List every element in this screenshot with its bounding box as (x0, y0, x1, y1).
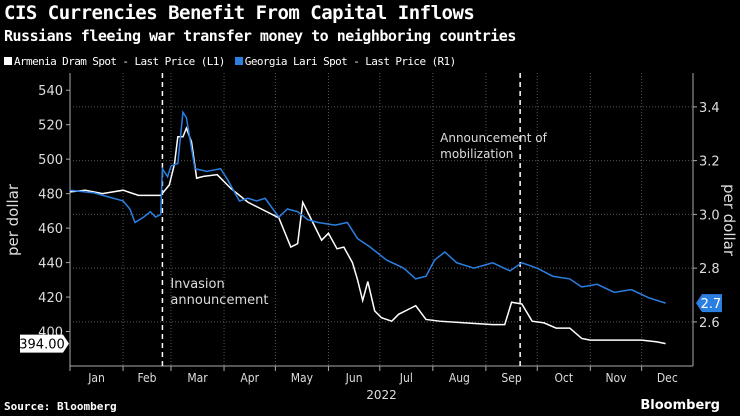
legend-label: Armenia Dram Spot - Last Price (L1) (14, 55, 225, 68)
x-tick-label: Apr (240, 371, 259, 385)
last-value-badge-left (20, 334, 69, 353)
y-tick-label-right: 2.8 (699, 262, 720, 277)
x-tick-label: Dec (657, 371, 678, 385)
y-axis-label-left: per dollar (4, 183, 22, 256)
y-tick-label-left: 440 (38, 257, 63, 272)
last-value-label-right: 2.7 (701, 297, 722, 312)
x-tick-label: Mar (187, 371, 208, 385)
legend-item-georgia: Georgia Lari Spot - Last Price (R1) (234, 55, 456, 68)
x-tick-label: Jun (345, 371, 363, 385)
y-tick-label-right: 3.2 (699, 155, 720, 170)
x-tick-label: Nov (605, 371, 627, 385)
annotation-text: Announcement of (440, 131, 547, 145)
y-tick-label-right: 3.4 (699, 101, 720, 116)
last-value-badge-right (696, 294, 722, 313)
bloomberg-logo: Bloomberg (640, 398, 720, 413)
y-tick-label-left: 420 (38, 291, 63, 306)
chart-subtitle: Russians fleeing war transfer money to n… (4, 27, 516, 45)
series-line-armenia (69, 126, 666, 345)
x-tick-label: Jan (87, 371, 105, 385)
legend-swatch (4, 57, 12, 65)
y-tick-label-left: 480 (38, 188, 63, 203)
x-tick-label: Sep (501, 371, 522, 385)
chart-title: CIS Currencies Benefit From Capital Infl… (4, 2, 475, 24)
annotation-text: mobilization (440, 147, 513, 161)
y-tick-label-left: 460 (38, 222, 63, 237)
y-tick-label-left: 520 (38, 119, 63, 134)
y-tick-label-left: 500 (38, 153, 63, 168)
x-tick-label: Oct (554, 371, 573, 385)
x-tick-label: Aug (449, 371, 470, 385)
legend-label: Georgia Lari Spot - Last Price (R1) (244, 55, 456, 68)
y-tick-label-left: 540 (38, 84, 63, 99)
y-tick-label-right: 3.0 (699, 208, 720, 223)
annotation-text: announcement (170, 293, 268, 308)
legend-item-armenia: Armenia Dram Spot - Last Price (L1) (4, 55, 225, 68)
x-axis-label: 2022 (366, 388, 397, 402)
y-tick-label-right: 2.6 (699, 316, 720, 331)
series-line-georgia (69, 110, 666, 304)
y-axis-label-right: per dollar (720, 184, 738, 257)
x-tick-label: Jul (399, 371, 413, 385)
legend-swatch (234, 57, 243, 65)
annotation-text: Invasion (170, 277, 224, 292)
x-tick-label: Feb (137, 371, 156, 385)
source-note: Source: Bloomberg (4, 400, 117, 413)
legend: Armenia Dram Spot - Last Price (L1) Geor… (4, 55, 456, 68)
last-value-label-left: 394.00 (19, 338, 65, 353)
x-tick-label: May (291, 371, 314, 385)
